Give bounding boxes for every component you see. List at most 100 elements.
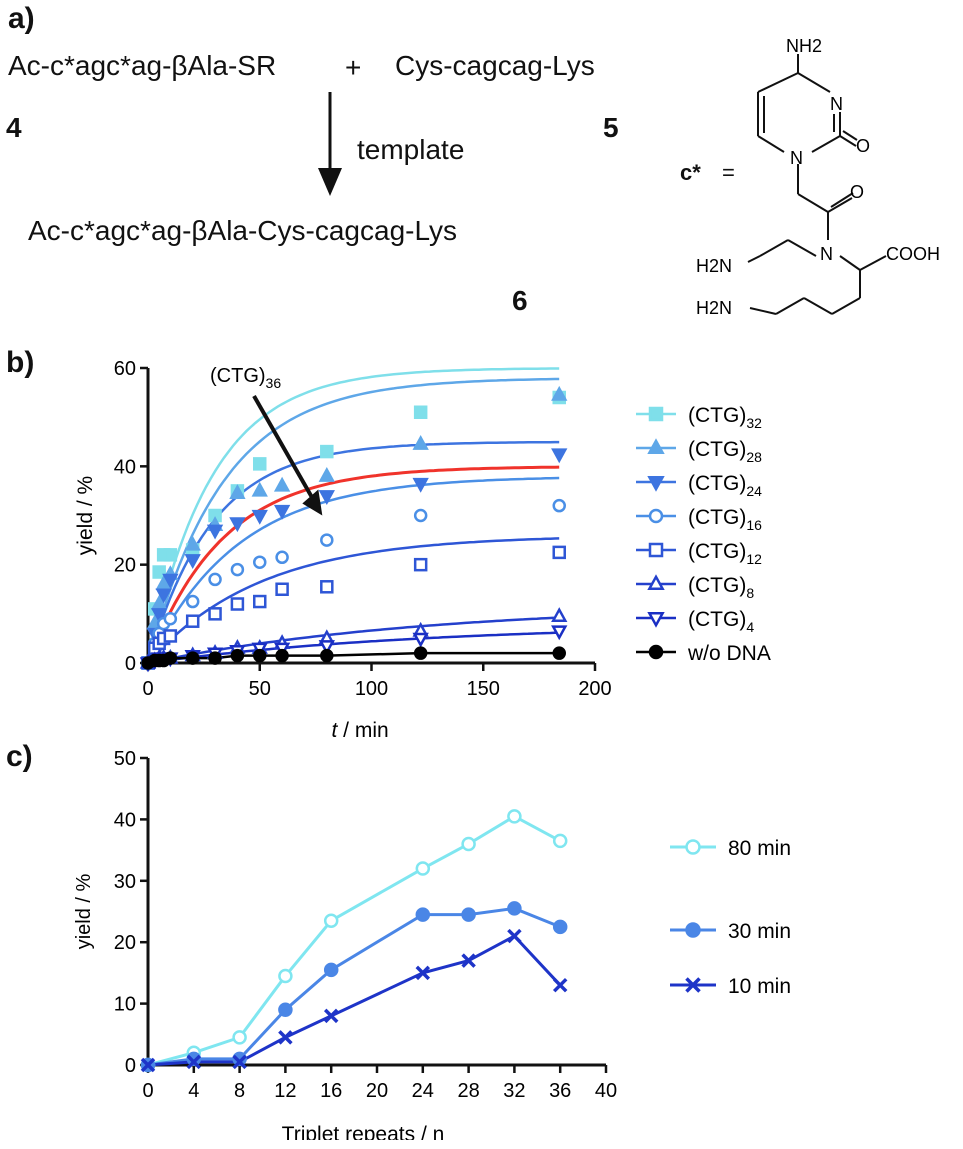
- data-point: [251, 481, 268, 497]
- legend-entry: (CTG)32: [688, 404, 762, 431]
- legend-name: (CTG): [688, 574, 746, 597]
- data-point: [552, 498, 566, 513]
- x-tick-label: 100: [355, 678, 388, 700]
- data-point: [275, 648, 289, 663]
- data-point: [507, 809, 522, 824]
- x-tick-label: 36: [549, 1080, 571, 1102]
- legend-entry: 80 min: [728, 837, 791, 860]
- data-point: [185, 651, 200, 665]
- compound-number-5: 5: [603, 112, 619, 143]
- amide-n-label: N: [820, 244, 833, 264]
- legend-entry: 10 min: [728, 975, 791, 998]
- data-point: [155, 588, 172, 604]
- legend-sub: 8: [746, 585, 754, 601]
- compound-number-4: 4: [6, 112, 22, 143]
- legend-sub: 24: [746, 483, 762, 499]
- data-point: [163, 612, 178, 626]
- y-tick-label: 40: [114, 809, 136, 831]
- y-tick-label: 20: [114, 932, 136, 954]
- data-point: [412, 435, 429, 450]
- cstar-label: c*: [680, 160, 701, 185]
- legend-name: (CTG): [688, 506, 746, 529]
- reactant-b: Cys-cagcag-Lys: [395, 50, 595, 81]
- data-point: [229, 484, 246, 500]
- data-point: [461, 836, 476, 852]
- x-tick-label: 20: [366, 1080, 388, 1102]
- data-point: [507, 901, 522, 916]
- legend-marker: [648, 644, 664, 660]
- annotation-label: (CTG)36: [210, 365, 281, 391]
- ring-o-label: O: [856, 136, 870, 156]
- data-point: [278, 1002, 293, 1017]
- data-point: [551, 625, 568, 641]
- data-point: [208, 607, 222, 621]
- legend-name: (CTG): [688, 540, 746, 563]
- data-point: [552, 919, 568, 935]
- y-tick-label: 0: [125, 653, 136, 675]
- data-point: [230, 562, 245, 577]
- data-point: [162, 573, 179, 589]
- nh2-top-label: NH2: [786, 36, 822, 56]
- cooh-label: COOH: [886, 244, 940, 264]
- data-point: [230, 648, 245, 663]
- x-tick-label: 0: [142, 678, 153, 700]
- legend-sub: 16: [746, 517, 762, 533]
- annotation-sub: 36: [266, 375, 282, 391]
- data-point: [253, 648, 267, 663]
- data-point: [185, 614, 200, 628]
- reactant-a: Ac-c*agc*ag-βAla-SR: [8, 50, 277, 81]
- y-axis-label: yield / %: [73, 873, 95, 949]
- data-point: [232, 1051, 247, 1067]
- data-point: [184, 554, 201, 569]
- data-point: [323, 962, 339, 978]
- data-point: [232, 1054, 247, 1070]
- data-point: [273, 476, 291, 492]
- y-tick-label: 10: [114, 994, 136, 1016]
- data-point: [507, 928, 522, 944]
- data-point: [461, 907, 476, 922]
- x-tick-label: 16: [320, 1080, 342, 1102]
- x-tick-label: 8: [234, 1080, 245, 1102]
- fit-curve-1: [146, 377, 560, 664]
- legend-marker: [647, 438, 665, 455]
- data-point: [275, 582, 289, 596]
- panel-a-label: a): [8, 2, 35, 35]
- amide-o-label: O: [850, 182, 864, 202]
- data-point: [163, 629, 178, 643]
- data-point: [229, 517, 246, 533]
- legend-entry: (CTG)4: [688, 608, 754, 635]
- legend-name: w/o DNA: [687, 642, 771, 665]
- x-tick-label: 24: [412, 1080, 434, 1102]
- fit-curve-3: [146, 476, 560, 664]
- data-point: [275, 550, 289, 565]
- series-line-0: [147, 814, 561, 1067]
- data-point: [461, 953, 476, 968]
- data-point: [152, 565, 166, 579]
- series-line-1: [147, 906, 561, 1067]
- data-point: [140, 1057, 156, 1073]
- legend-name: (CTG): [688, 472, 746, 495]
- legend-marker: [648, 542, 664, 558]
- x-tick-label: 28: [457, 1080, 479, 1102]
- data-point: [163, 651, 178, 665]
- legend-sub: 28: [746, 449, 762, 465]
- data-point: [184, 535, 201, 551]
- legend-name: (CTG): [688, 404, 746, 427]
- legend-entry: 30 min: [728, 920, 791, 943]
- legend-entry: (CTG)16: [688, 506, 762, 533]
- data-point: [552, 646, 566, 660]
- legend-entry: (CTG)28: [688, 438, 762, 465]
- data-point: [278, 968, 293, 984]
- data-point: [253, 594, 267, 609]
- x-tick-label: 40: [595, 1080, 617, 1102]
- cstar-equals: =: [722, 160, 735, 185]
- data-point: [552, 833, 568, 849]
- data-point: [273, 504, 291, 520]
- data-point: [230, 597, 245, 611]
- x-tick-label: 0: [142, 1080, 153, 1102]
- legend-marker: [647, 611, 665, 628]
- data-point: [413, 405, 428, 419]
- x-tick-label: 200: [578, 678, 611, 700]
- fit-curve-ctg36: [146, 465, 560, 664]
- plus-sign: +: [345, 52, 362, 83]
